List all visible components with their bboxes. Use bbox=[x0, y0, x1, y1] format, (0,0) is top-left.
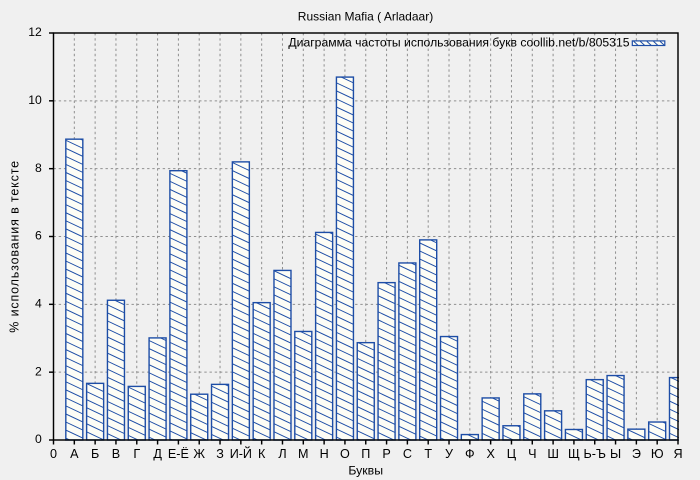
svg-text:И-Й: И-Й bbox=[230, 446, 252, 461]
svg-text:Н: Н bbox=[320, 447, 329, 461]
svg-text:В: В bbox=[112, 447, 120, 461]
svg-text:М: М bbox=[298, 447, 309, 461]
svg-text:Ы: Ы bbox=[610, 447, 621, 461]
svg-text:Б: Б bbox=[91, 447, 99, 461]
svg-text:Диаграмма частоты использовани: Диаграмма частоты использования букв coo… bbox=[288, 36, 629, 50]
svg-text:П: П bbox=[361, 447, 370, 461]
svg-text:Ш: Ш bbox=[547, 447, 559, 461]
svg-text:Ч: Ч bbox=[528, 447, 536, 461]
svg-text:Ж: Ж bbox=[193, 447, 205, 461]
svg-text:А: А bbox=[70, 447, 79, 461]
svg-text:Л: Л bbox=[278, 447, 286, 461]
svg-text:Буквы: Буквы bbox=[348, 464, 383, 478]
svg-text:6: 6 bbox=[35, 229, 42, 243]
svg-text:Э: Э bbox=[632, 447, 641, 461]
svg-text:4: 4 bbox=[35, 296, 42, 310]
svg-text:Д: Д bbox=[153, 447, 162, 461]
svg-text:12: 12 bbox=[28, 25, 42, 39]
svg-text:Ь-Ъ: Ь-Ъ bbox=[584, 447, 606, 461]
svg-text:Р: Р bbox=[382, 447, 390, 461]
svg-text:К: К bbox=[258, 447, 266, 461]
svg-text:У: У bbox=[445, 447, 454, 461]
svg-text:2: 2 bbox=[35, 364, 42, 378]
svg-text:Russian Mafia ( Arladaar): Russian Mafia ( Arladaar) bbox=[298, 10, 433, 24]
svg-text:Е-Ё: Е-Ё bbox=[168, 447, 189, 461]
svg-text:Щ: Щ bbox=[568, 447, 580, 461]
svg-text:% использования в тексте: % использования в тексте bbox=[8, 160, 22, 333]
svg-text:С: С bbox=[403, 447, 412, 461]
svg-text:Я: Я bbox=[673, 447, 682, 461]
svg-text:Х: Х bbox=[486, 447, 495, 461]
svg-text:Ф: Ф bbox=[465, 447, 475, 461]
svg-text:10: 10 bbox=[28, 93, 42, 107]
svg-text:З: З bbox=[216, 447, 224, 461]
svg-text:Г: Г bbox=[133, 447, 140, 461]
svg-text:О: О bbox=[340, 447, 350, 461]
svg-text:0: 0 bbox=[50, 447, 57, 461]
svg-text:Т: Т bbox=[424, 447, 432, 461]
svg-text:Ю: Ю bbox=[651, 447, 664, 461]
svg-text:0: 0 bbox=[35, 432, 42, 446]
svg-text:8: 8 bbox=[35, 161, 42, 175]
svg-text:Ц: Ц bbox=[507, 447, 517, 461]
